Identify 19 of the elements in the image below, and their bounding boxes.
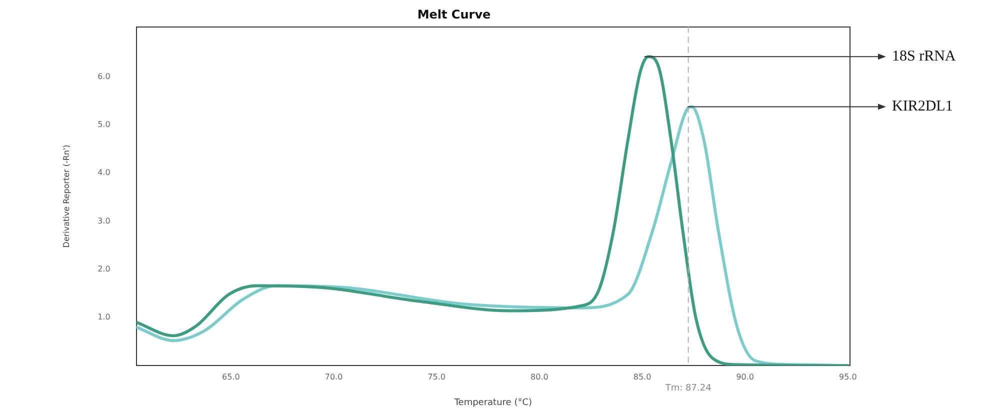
x-tick-label: 85.0 <box>633 372 652 382</box>
y-tick-label: 4.0 <box>98 168 110 178</box>
x-axis-title: Temperature (°C) <box>453 398 532 408</box>
y-tick-label: 1.0 <box>98 312 110 322</box>
x-tick-label: 70.0 <box>324 372 343 382</box>
x-tick-label: 90.0 <box>736 372 754 382</box>
y-tick-label: 5.0 <box>98 120 110 130</box>
text: KIR2DL1 <box>892 98 953 115</box>
y-axis-title: Derivative Reporter (-Rn') <box>62 144 71 248</box>
x-tick-label: 95.0 <box>839 372 857 382</box>
ref-line-label: Tm: 87.24 <box>664 383 712 394</box>
x-tick-label: 65.0 <box>222 372 240 382</box>
x-tick-label: 80.0 <box>530 372 548 382</box>
x-tick-label: 75.0 <box>428 372 446 382</box>
chart-title: Melt Curve <box>417 8 491 22</box>
y-tick-label: 2.0 <box>98 264 110 274</box>
y-tick-label: 6.0 <box>98 72 110 81</box>
y-tick-label: 3.0 <box>98 216 110 226</box>
text: 18S rRNA <box>892 48 956 65</box>
